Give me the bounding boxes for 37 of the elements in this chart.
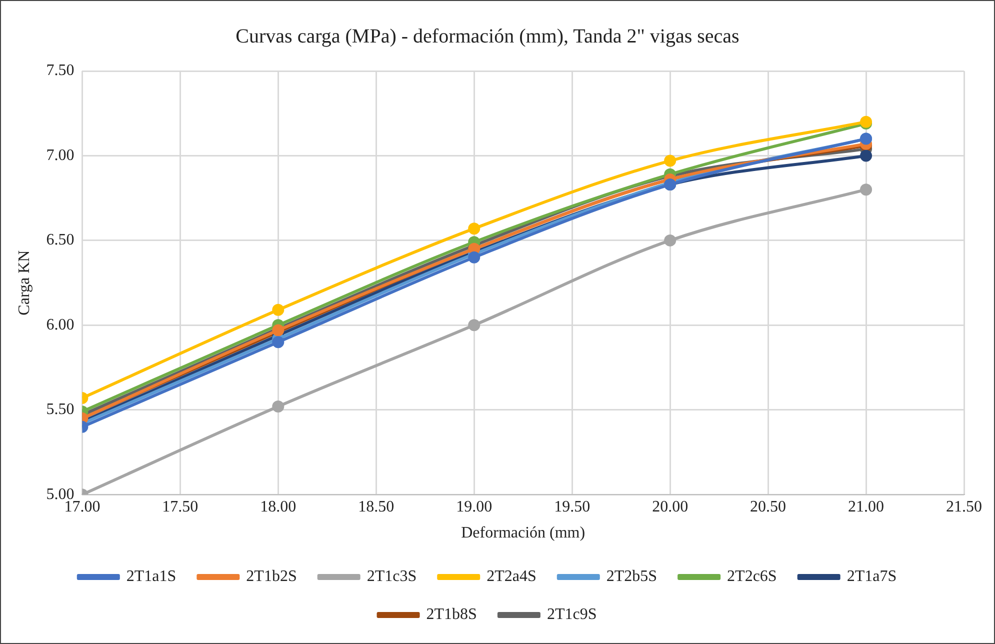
x-tick-label: 19.00: [456, 498, 492, 516]
x-tick-label: 20.00: [652, 498, 688, 516]
x-tick-label: 21.50: [946, 498, 982, 516]
point: [468, 251, 480, 264]
point: [664, 154, 676, 167]
point: [860, 150, 872, 162]
point: [860, 184, 872, 196]
x-tick-label: 18.50: [358, 498, 394, 516]
legend-label: 2T1c3S: [366, 568, 417, 586]
point: [272, 336, 284, 348]
x-tick-label: 20.50: [750, 498, 786, 516]
point: [272, 304, 284, 316]
y-tick-label: 6.50: [46, 232, 74, 249]
y-tick-label: 5.50: [46, 401, 74, 418]
point: [272, 400, 284, 412]
x-tick-label: 21.00: [848, 498, 884, 516]
x-tick-label: 17.50: [162, 498, 198, 516]
y-tick-label: 6.00: [46, 316, 74, 334]
x-tick-label: 18.00: [260, 498, 296, 516]
point: [468, 222, 480, 235]
y-axis-title: Carga KN: [16, 250, 33, 316]
legend-label: 2T1c9S: [546, 606, 597, 624]
x-tick-label: 17.00: [64, 498, 100, 516]
y-tick-label: 7.00: [46, 146, 74, 164]
legend-label: 2T1b8S: [426, 606, 477, 624]
chart-title: Curvas carga (MPa) - deformación (mm), Tanda 2" vigas secas: [236, 25, 740, 48]
point: [664, 234, 676, 246]
x-axis-title: Deformación (mm): [461, 524, 586, 542]
x-tick-label: 19.50: [554, 498, 590, 516]
legend-label: 2T2a4S: [486, 568, 536, 586]
legend-label: 2T2c6S: [727, 568, 777, 586]
legend-label: 2T1a1S: [126, 568, 176, 586]
legend-label: 2T2b5S: [606, 568, 658, 586]
legend-label: 2T1b2S: [246, 568, 297, 586]
legend-label: 2T1a7S: [846, 568, 897, 586]
point: [468, 319, 480, 332]
y-tick-label: 7.50: [46, 62, 74, 80]
